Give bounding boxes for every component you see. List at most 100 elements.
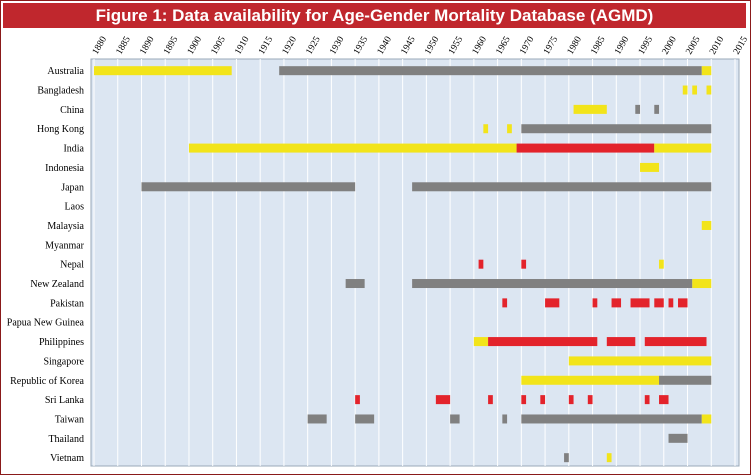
data-segment	[692, 85, 698, 95]
data-segment	[345, 279, 365, 289]
data-segment	[521, 259, 527, 269]
data-segment	[635, 104, 641, 114]
data-segment	[521, 124, 712, 134]
data-segment	[611, 298, 622, 308]
x-tick-label: 1880	[91, 35, 109, 57]
data-segment	[659, 395, 669, 405]
data-segment	[94, 66, 232, 76]
data-segment	[307, 414, 327, 424]
category-label: Vietnam	[50, 453, 84, 464]
data-segment	[587, 395, 593, 405]
x-tick-label: 1930	[328, 35, 346, 57]
data-segments	[94, 66, 712, 463]
data-segment	[355, 395, 360, 405]
data-segment	[279, 66, 702, 76]
x-tick-label: 1920	[281, 35, 299, 57]
category-labels: Australia Bangladesh China Hong Kong India In…	[7, 66, 85, 464]
category-label: Australia	[47, 66, 84, 77]
chart-title: Figure 1: Data availability for Age-Gend…	[3, 3, 746, 28]
data-segment	[521, 375, 660, 385]
x-tick-label: 1895	[162, 35, 180, 57]
category-label: Nepal	[60, 260, 84, 271]
data-segment	[521, 414, 702, 424]
x-tick-label: 1950	[423, 35, 441, 57]
x-tick-label: 1965	[495, 35, 513, 57]
x-tick-label: 1960	[471, 35, 489, 57]
data-segment	[568, 356, 712, 366]
x-tick-label: 1900	[186, 35, 204, 57]
data-segment	[701, 66, 712, 76]
x-tick-label: 1980	[566, 35, 584, 57]
data-segment	[435, 395, 451, 405]
category-label: Malaysia	[47, 221, 84, 232]
category-label: India	[63, 144, 84, 155]
data-segment	[701, 220, 712, 230]
data-segment	[473, 337, 489, 347]
category-label: China	[60, 105, 84, 116]
category-label: Bangladesh	[37, 86, 84, 97]
category-label: Taiwan	[55, 414, 84, 425]
data-segment	[668, 433, 688, 443]
x-tick-label: 1890	[138, 35, 156, 57]
category-label: Sri Lanka	[45, 395, 85, 406]
x-tick-label: 2010	[708, 35, 726, 57]
data-segment	[502, 414, 508, 424]
data-segment	[640, 162, 660, 172]
data-segment	[488, 395, 493, 405]
category-label: Japan	[61, 182, 84, 193]
data-segment	[568, 395, 574, 405]
data-segment	[606, 337, 636, 347]
data-segment	[507, 124, 512, 134]
data-segment	[478, 259, 484, 269]
category-label: Thailand	[48, 434, 84, 445]
data-segment	[488, 337, 598, 347]
data-segment	[545, 298, 560, 308]
data-segment	[630, 298, 650, 308]
data-segment	[521, 395, 527, 405]
category-label: New Zealand	[30, 279, 84, 290]
category-label: Philippines	[39, 337, 84, 348]
x-tick-label: 1905	[210, 35, 228, 57]
data-segment	[412, 279, 693, 289]
x-tick-label: 1990	[613, 35, 631, 57]
x-tick-label: 2000	[661, 35, 679, 57]
x-tick-label: 1975	[542, 35, 560, 57]
data-segment	[678, 298, 688, 308]
x-tick-label: 1955	[447, 35, 465, 57]
category-label: Indonesia	[45, 163, 84, 174]
category-label: Papua New Guinea	[7, 318, 85, 329]
x-tick-label: 1940	[376, 35, 394, 57]
category-label: Pakistan	[50, 298, 84, 309]
data-segment	[654, 298, 664, 308]
data-segment	[483, 124, 489, 134]
data-segment	[682, 85, 688, 95]
x-tick-label: 1915	[257, 35, 275, 57]
data-segment	[644, 395, 650, 405]
x-tick-label: 1935	[352, 35, 370, 57]
category-label: Singapore	[43, 356, 84, 367]
x-tick-labels: 1880 1885 1890 1895 1900 1905 1910 1915 1920 1925…	[91, 35, 750, 57]
category-label: Hong Kong	[37, 124, 84, 135]
data-segment	[564, 453, 569, 463]
data-segment	[592, 298, 598, 308]
data-segment	[141, 182, 356, 192]
plot-area	[90, 58, 740, 467]
data-segment	[540, 395, 546, 405]
data-segment	[502, 298, 508, 308]
data-segment	[654, 104, 660, 114]
x-tick-label: 1985	[589, 35, 607, 57]
data-segment	[606, 453, 612, 463]
x-tick-label: 1925	[305, 35, 323, 57]
data-segment	[450, 414, 460, 424]
data-segment	[692, 279, 712, 289]
data-segment	[573, 104, 607, 114]
x-tick-label: 1995	[637, 35, 655, 57]
data-segment	[659, 259, 664, 269]
x-tick-label: 1885	[115, 35, 133, 57]
x-tick-label: 1910	[233, 35, 251, 57]
x-tick-label: 1945	[400, 35, 418, 57]
x-tick-label: 2015	[732, 35, 750, 57]
data-segment	[516, 143, 655, 153]
x-tick-label: 1970	[518, 35, 536, 57]
